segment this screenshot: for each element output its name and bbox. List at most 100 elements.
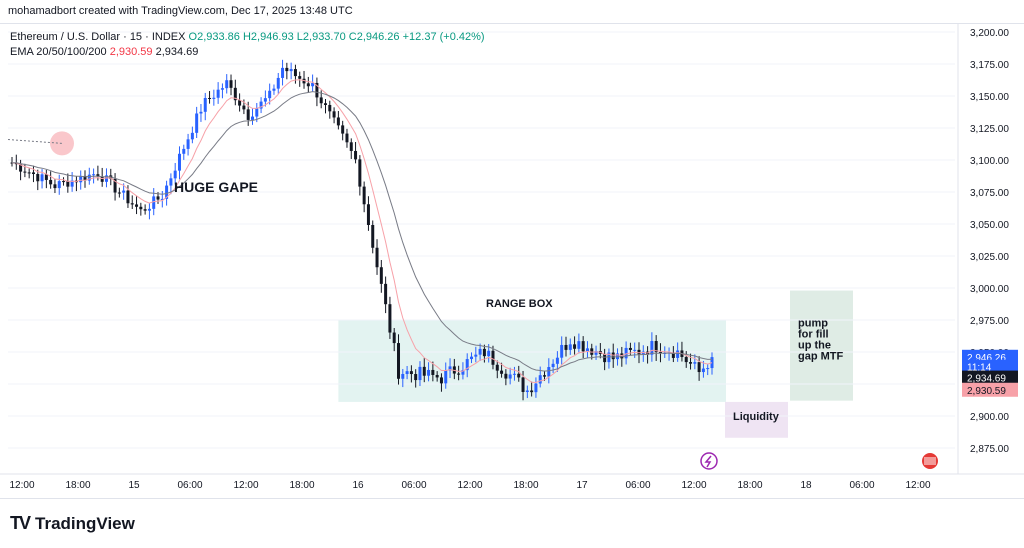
candle-body [465,359,469,371]
candle-body [457,373,461,375]
candle-body [564,344,568,350]
pump-box [790,290,853,401]
time-tick-label: 06:00 [625,480,650,491]
candle-body [212,97,216,99]
candle-body [113,178,117,193]
candle-body [392,332,396,344]
time-tick-label: 12:00 [233,480,258,491]
candle-body [439,377,443,384]
candle-body [130,203,134,205]
price-tick-label: 2,900.00 [970,412,1009,423]
time-tick-label: 17 [576,480,588,491]
candle-body [328,104,332,112]
candle-body [263,98,267,102]
time-tick-label: 12:00 [9,480,34,491]
candle-body [491,350,495,365]
candle-body [568,344,572,350]
candle-body [349,142,353,151]
candle-body [650,341,654,355]
candle-body [362,186,366,205]
candle-body [366,204,370,226]
candle-body [504,373,508,379]
candle-body [152,196,156,209]
price-tick-label: 3,175.00 [970,60,1009,71]
candle-body [633,349,637,351]
candle-body [259,101,263,109]
candle-body [87,174,91,181]
candle-body [143,209,147,211]
time-tick-label: 15 [128,480,140,491]
candle-body [585,348,589,352]
candle-body [135,204,139,207]
price-tick-label: 3,150.00 [970,92,1009,103]
us-flag-stripes [924,457,936,465]
candle-body [122,190,126,193]
candle-body [160,198,164,200]
candle-body [36,174,40,182]
candle-body [654,341,658,353]
ohlc-close: C2,946.26 [348,31,400,43]
candle-body [186,139,190,149]
candle-body [611,352,615,360]
candle-body [371,225,375,248]
ohlc-low: L2,933.70 [296,31,346,43]
ohlc-open: O2,933.86 [188,31,240,43]
time-tick-label: 12:00 [681,480,706,491]
ema-label: EMA 20/50/100/200 [10,46,107,58]
candle-body [478,348,482,355]
candle-body [345,133,349,143]
candle-body [298,76,302,79]
candle-body [534,383,538,393]
price-tick-label: 3,025.00 [970,252,1009,263]
candle-body [311,82,315,87]
candle-body [233,87,237,101]
candle-body [285,67,289,72]
candle-body [182,148,186,154]
candle-body [332,111,336,118]
candle-body [701,368,705,373]
candle-body [341,125,345,134]
candle-body [336,117,340,126]
price-tick-label: 3,125.00 [970,124,1009,135]
liquidity-box [725,401,788,438]
time-tick-label: 18:00 [513,480,538,491]
candle-body [83,175,87,181]
candle-body [397,343,401,379]
candle-body [358,159,362,187]
candle-body [671,352,675,358]
ohlc-high: H2,946.93 [242,31,294,43]
candle-body [147,208,151,211]
chart-frame[interactable]: HUGE GAPE RANGE BOX Liquidity pump for fill u… [0,24,1024,498]
tradingview-logo-icon: TV [10,513,31,533]
candle-body [199,111,203,114]
candle-body [31,172,35,175]
ema-slow-tag: 2,934.69 [967,374,1006,385]
pump-label-line: for fill [798,328,829,340]
candle-body [401,373,405,379]
candle-body [66,181,70,187]
top-caption-bar: mohamadbort created with TradingView.com… [0,0,1024,24]
candle-body [354,150,358,160]
candle-body [27,172,31,174]
candle-body [384,283,388,305]
ema-fast-tag-bg [962,382,1018,397]
candle-body [126,190,130,204]
price-tick-label: 3,000.00 [970,284,1009,295]
candle-body [431,369,435,375]
candle-body [538,375,542,384]
candle-body [560,344,564,358]
pump-label-line: up the [798,339,831,351]
candle-body [448,366,452,371]
candle-body [525,390,529,393]
candle-body [521,377,525,393]
candle-body [418,366,422,381]
candle-body [693,362,697,364]
candle-body [379,267,383,284]
candle-body [104,175,108,182]
candle-body [706,368,710,370]
candle-body [500,370,504,374]
tradingview-logo[interactable]: TV TradingView [10,513,135,534]
candle-body [590,348,594,355]
candle-body [628,347,632,350]
